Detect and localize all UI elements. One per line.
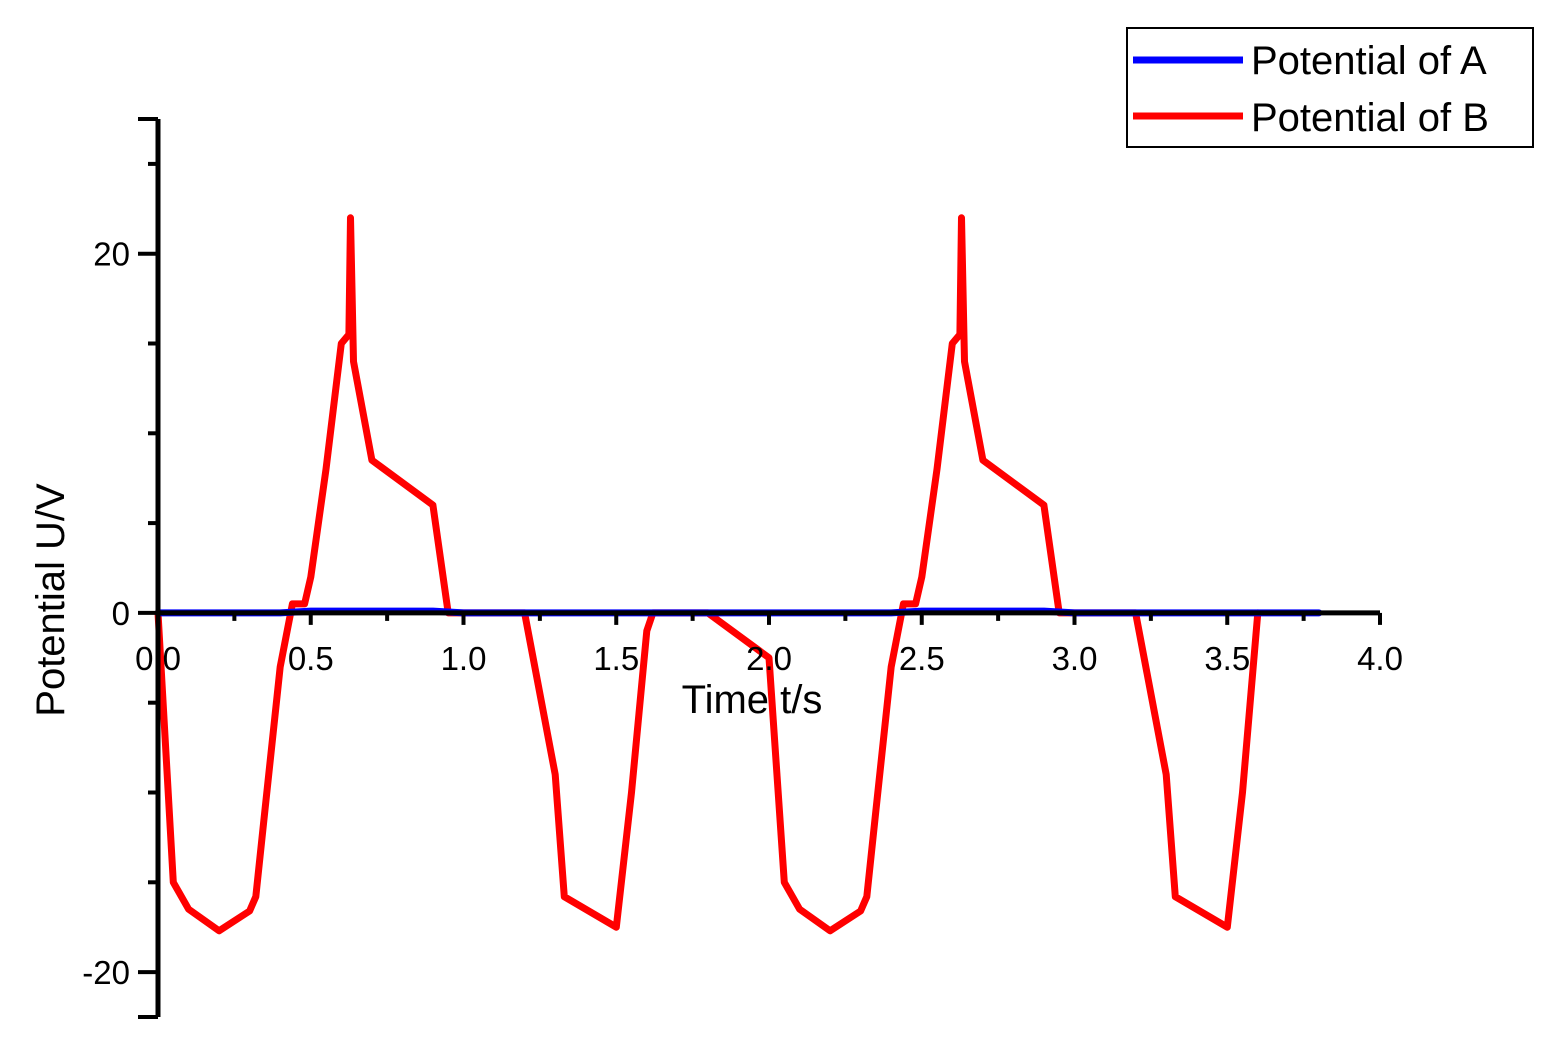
series-line-potential-b [154, 214, 1262, 935]
x-tick-label: 3.0 [1052, 640, 1098, 677]
axes-layer [155, 119, 1380, 1017]
legend-label-potential-b: Potential of B [1251, 96, 1489, 140]
y-tick-label: 0 [112, 595, 130, 632]
x-tick-label: 2.0 [746, 640, 792, 677]
x-tick-label: 0.0 [135, 640, 181, 677]
x-tick-label: 0.5 [288, 640, 334, 677]
x-tick-label: 1.0 [441, 640, 487, 677]
y-axis-title: Potential U/V [29, 483, 73, 717]
y-tick-label: -20 [82, 954, 130, 991]
x-tick-label: 4.0 [1357, 640, 1403, 677]
y-tick-label: 20 [93, 236, 130, 273]
x-tick-label: 1.5 [593, 640, 639, 677]
legend-box [1126, 27, 1534, 148]
ticks-layer: 0.0 0.5 1.0 1.5 2.0 2.5 3.0 3.5 4.0 -20 0 20 [82, 117, 1403, 1019]
x-tick-label: 3.5 [1204, 640, 1250, 677]
x-tick-label: 2.5 [899, 640, 945, 677]
series-layer [154, 214, 1323, 935]
legend-label-potential-a: Potential of A [1251, 39, 1487, 83]
legend: Potential of A Potential of B [1126, 27, 1534, 148]
x-axis-title: Time t/s [682, 678, 823, 722]
